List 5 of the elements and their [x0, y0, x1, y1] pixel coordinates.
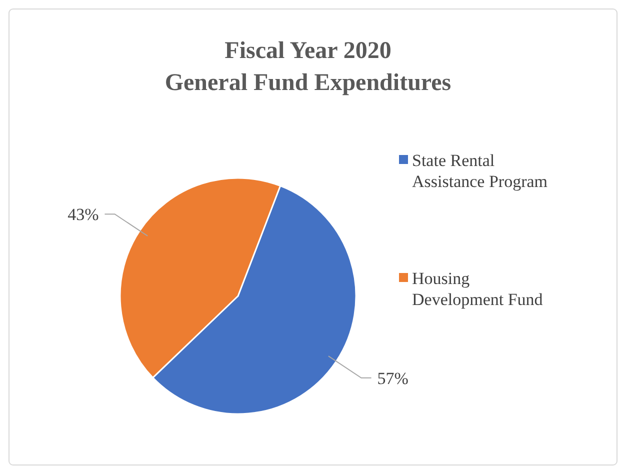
- data-label: 57%: [377, 368, 408, 388]
- data-label: 43%: [68, 205, 99, 224]
- legend-label: State Rental Assistance Program: [412, 151, 548, 191]
- legend-label: Housing Development Fund: [412, 269, 544, 309]
- chart-title: Fiscal Year 2020 General Fund Expenditures: [164, 38, 452, 96]
